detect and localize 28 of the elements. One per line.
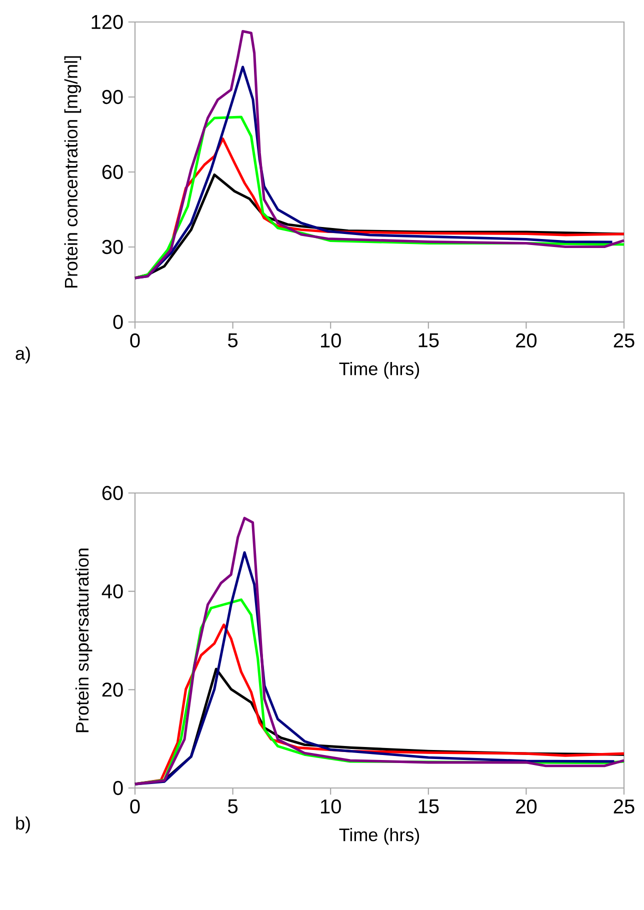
x-tick-label: 5: [228, 799, 238, 814]
x-tick-label: 20: [516, 799, 537, 814]
y-tick-label: 0: [113, 780, 123, 796]
x-tick-label: 0: [130, 799, 140, 814]
text: a): [16, 346, 30, 364]
x-tick-label: 15: [418, 799, 439, 814]
x-tick-label: 10: [321, 333, 341, 348]
y-tick-label: 30: [102, 240, 123, 254]
y-tick-label: 0: [113, 314, 123, 330]
y-tick-label: 90: [102, 90, 123, 104]
y-tick-label: 40: [102, 584, 123, 598]
text: b): [16, 816, 30, 834]
y-axis-title: Protein supersaturation: [75, 548, 92, 732]
y-tick-label: 60: [102, 486, 123, 500]
y-tick-label: 120: [92, 14, 123, 30]
y-tick-label: 20: [102, 682, 123, 697]
line-series: [134, 30, 626, 280]
x-tick-label: 20: [516, 333, 537, 348]
x-axis-title: Time (hrs): [339, 828, 420, 845]
x-tick-label: 0: [130, 333, 140, 348]
x-tick-label: 15: [418, 333, 439, 348]
y-tick-label: 60: [102, 164, 123, 180]
x-axis-title: Time (hrs): [339, 362, 420, 379]
x-tick-label: 25: [614, 333, 634, 348]
x-tick-label: 10: [321, 799, 341, 814]
y-axis-title: Protein concentration [mg/ml]: [64, 56, 82, 288]
x-tick-label: 5: [228, 333, 238, 348]
x-tick-label: 25: [614, 799, 634, 814]
